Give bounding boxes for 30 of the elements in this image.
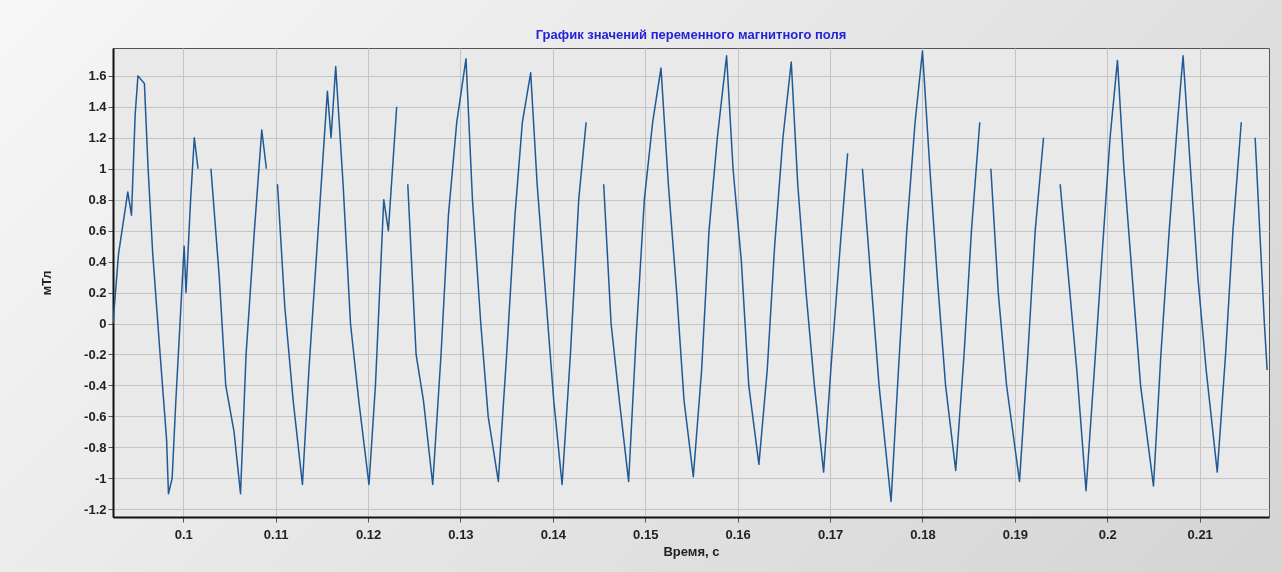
x-tick-label: 0.14 [540,526,567,542]
x-tick-label: 0.13 [448,526,474,542]
y-tick-label: -1.2 [84,501,107,517]
x-tick-label: 0.12 [355,526,382,542]
x-tick-label: 0.18 [910,526,936,542]
x-tick-label: 0.1 [174,526,193,542]
x-tick-label: 0.15 [633,526,659,542]
y-tick-label: 0.2 [88,285,107,301]
x-tick-label: 0.11 [263,526,289,542]
y-tick-label: -0.6 [84,408,107,424]
y-tick-label: 0 [99,316,107,332]
y-tick-label: -0.2 [84,346,107,362]
y-tick-label: 0.6 [88,223,107,239]
y-tick-label: -0.4 [84,377,108,393]
y-tick-label: 0.4 [88,254,108,270]
y-tick-label: -1 [94,470,107,486]
y-axis-title: мТл [39,270,55,296]
x-tick-label: 0.16 [725,526,751,542]
x-axis-title: Время, с [663,543,720,559]
y-tick-label: 1.2 [88,130,107,146]
x-tick-label: 0.21 [1187,526,1213,542]
x-tick-label: 0.17 [817,526,844,542]
x-tick-label: 0.19 [1002,526,1029,542]
x-tick-label: 0.2 [1098,526,1117,542]
chart-title: График значений переменного магнитного поля [535,27,847,42]
y-tick-label: -0.8 [84,439,107,455]
y-tick-label: 1.4 [88,99,108,115]
y-tick-label: 1.6 [88,68,107,84]
y-tick-label: 1 [99,161,107,177]
y-tick-label: 0.8 [88,192,107,208]
